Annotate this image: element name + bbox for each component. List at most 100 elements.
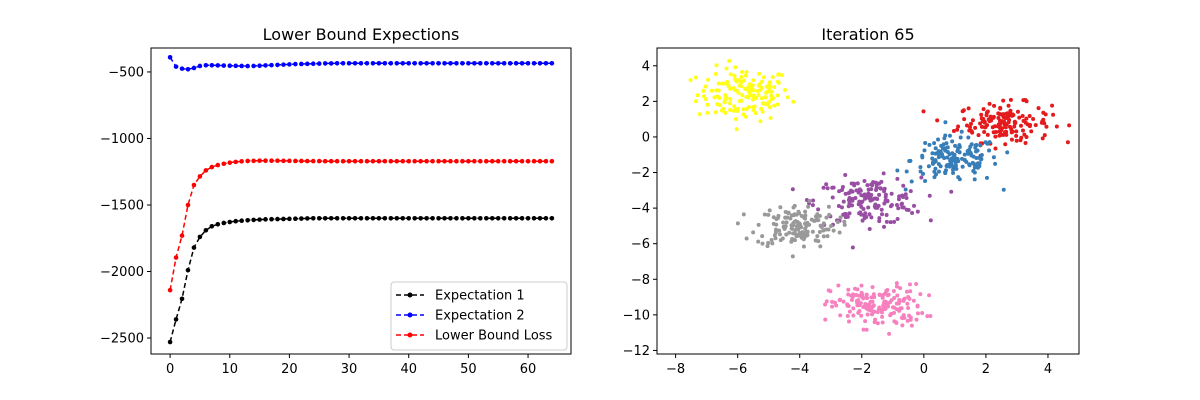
data-point-lower-bound-loss [460,158,465,164]
scatter-point-cluster-1 [747,82,752,87]
data-point-expectation-2 [436,61,441,66]
scatter-point-cluster-6 [909,323,914,328]
scatter-point-cluster-1 [759,96,764,101]
scatter-point-cluster-1 [777,72,782,77]
scatter-point-cluster-1 [734,127,739,132]
data-point-expectation-2 [376,61,382,66]
scatter-point-cluster-6 [915,311,920,316]
data-point-expectation-1 [460,215,465,221]
data-point-expectation-1 [346,215,352,221]
scatter-point-cluster-6 [908,289,913,294]
data-point-expectation-2 [430,61,435,66]
scatter-point-cluster-4 [846,198,851,203]
data-point-expectation-2 [483,61,489,66]
line-chart-y-tick-label: −2500 [100,332,144,347]
scatter-chart-y-tick-label: −2 [631,166,650,181]
scatter-point-cluster-2 [1040,119,1045,124]
data-point-expectation-2 [549,61,555,66]
scatter-point-cluster-1 [717,96,722,101]
scatter-point-cluster-1 [706,77,711,82]
scatter-point-cluster-2 [1067,123,1072,128]
data-point-expectation-1 [472,215,477,221]
scatter-point-cluster-2 [998,131,1003,136]
scatter-point-cluster-2 [1065,140,1070,145]
scatter-point-cluster-1 [695,93,700,98]
scatter-point-cluster-6 [883,299,888,304]
scatter-point-cluster-4 [882,201,887,206]
scatter-chart-y-tick-label: −12 [623,344,650,359]
scatter-point-cluster-5 [818,244,823,249]
scatter-point-cluster-5 [793,219,798,224]
line-chart-y-axis: −2500 −2000 −1500 −1000 −500 [100,65,151,347]
scatter-point-cluster-4 [865,183,870,188]
scatter-point-cluster-2 [1020,128,1025,133]
scatter-point-cluster-1 [772,103,777,108]
scatter-point-cluster-4 [830,185,835,190]
scatter-point-cluster-2 [982,120,987,125]
data-point-lower-bound-loss [466,158,471,164]
scatter-point-cluster-6 [914,317,919,322]
line-chart-y-tick-label: −1500 [100,198,144,213]
scatter-point-cluster-2 [991,130,996,135]
scatter-point-cluster-3 [1001,187,1006,192]
scatter-point-cluster-4 [837,189,842,194]
scatter-point-cluster-2 [969,128,974,133]
scatter-point-cluster-6 [889,298,894,303]
scatter-point-cluster-6 [918,292,923,297]
scatter-point-cluster-1 [724,66,729,71]
scatter-point-cluster-6 [863,319,868,324]
scatter-point-cluster-5 [815,212,820,217]
scatter-point-cluster-4 [825,186,830,191]
scatter-point-cluster-1 [744,70,749,75]
scatter-point-cluster-1 [723,97,728,102]
data-point-lower-bound-loss [448,158,453,164]
scatter-point-cluster-6 [907,296,912,301]
scatter-point-cluster-3 [958,135,963,140]
scatter-point-cluster-3 [932,175,937,180]
scatter-point-cluster-6 [847,309,852,314]
scatter-point-cluster-6 [847,319,852,324]
scatter-point-cluster-3 [972,162,977,167]
scatter-point-cluster-6 [894,281,899,286]
scatter-point-cluster-3 [903,187,908,192]
data-point-lower-bound-loss [507,158,513,164]
data-point-expectation-2 [346,61,352,66]
scatter-point-cluster-3 [943,171,948,176]
scatter-point-cluster-4 [900,195,905,200]
data-point-lower-bound-loss [495,158,501,164]
scatter-point-cluster-6 [849,297,854,302]
scatter-point-cluster-1 [709,88,714,93]
data-point-expectation-2 [364,61,370,66]
scatter-point-cluster-5 [788,216,793,221]
scatter-point-cluster-4 [854,188,859,193]
scatter-point-cluster-2 [1040,136,1045,141]
scatter-point-cluster-5 [824,215,829,220]
data-point-expectation-2 [388,61,394,66]
scatter-point-cluster-3 [927,142,932,147]
scatter-point-cluster-4 [866,187,871,192]
scatter-point-cluster-1 [723,93,728,98]
data-point-expectation-2 [513,61,519,66]
scatter-point-cluster-5 [842,222,847,227]
scatter-point-cluster-5 [781,224,786,229]
scatter-point-cluster-6 [895,293,900,298]
scatter-point-cluster-1 [751,88,756,93]
scatter-point-cluster-1 [740,93,745,98]
scatter-point-cluster-2 [1008,108,1013,113]
scatter-point-cluster-5 [778,205,783,210]
data-point-expectation-1 [293,216,298,221]
scatter-point-cluster-5 [827,212,832,217]
scatter-point-cluster-3 [969,142,974,147]
scatter-point-cluster-2 [1005,111,1010,116]
scatter-point-cluster-5 [826,204,831,209]
data-point-expectation-2 [358,61,364,66]
scatter-point-cluster-5 [773,230,778,235]
scatter-point-cluster-3 [936,169,941,174]
scatter-point-cluster-2 [1042,133,1047,138]
data-point-expectation-2 [406,61,412,66]
scatter-point-cluster-6 [841,299,846,304]
scatter-point-cluster-5 [816,218,821,223]
scatter-point-cluster-2 [1050,103,1055,108]
scatter-point-cluster-2 [1054,124,1059,129]
